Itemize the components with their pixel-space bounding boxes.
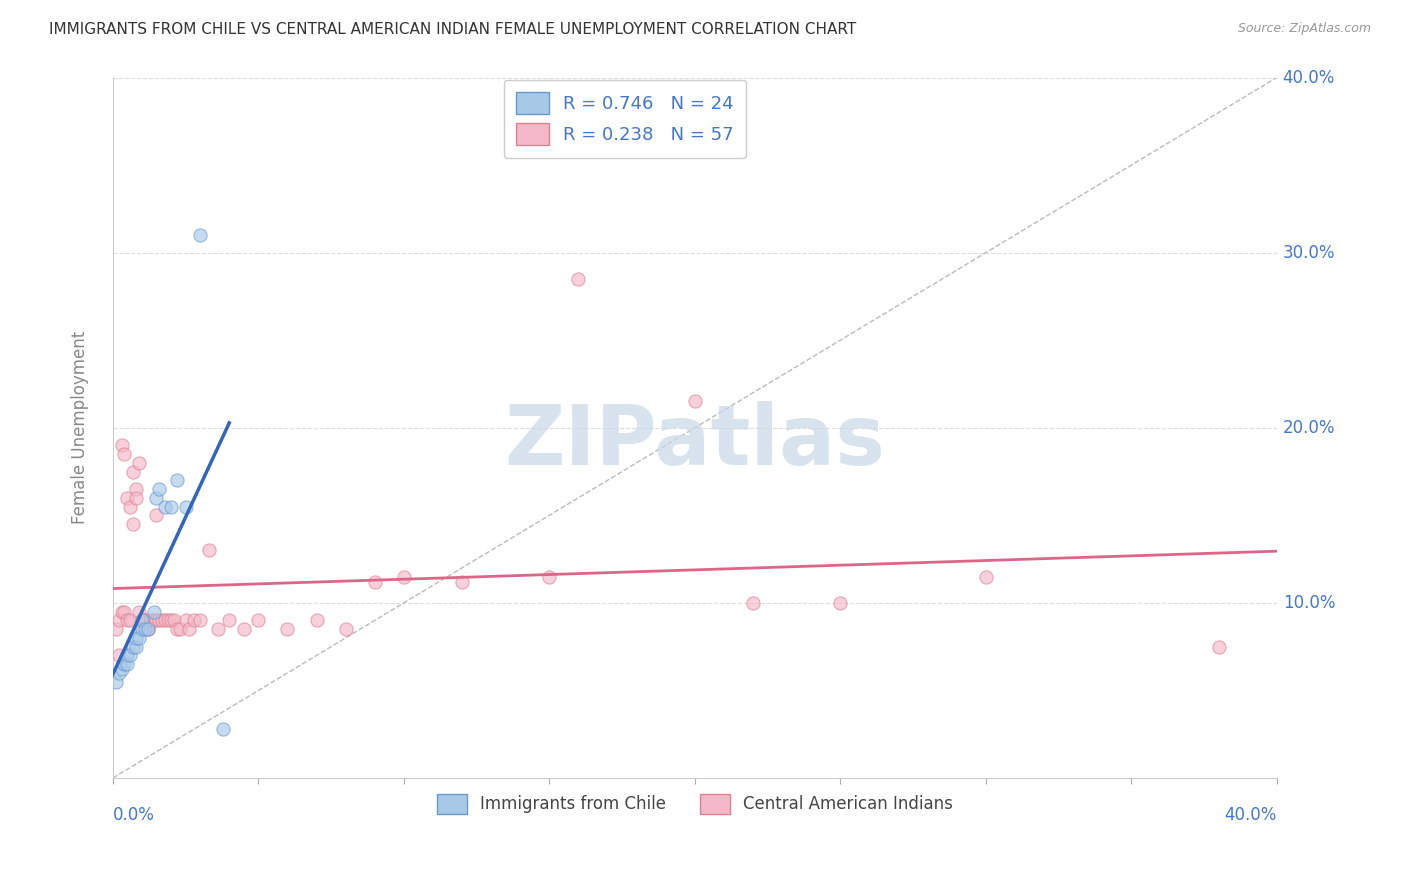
Point [134, 614, 156, 628]
Point [830, 596, 852, 610]
Point [247, 614, 270, 628]
Point [157, 614, 180, 628]
Point [392, 569, 415, 583]
Point [567, 272, 589, 286]
Point [114, 657, 136, 672]
Point [117, 491, 139, 505]
Point [183, 614, 205, 628]
Point [451, 574, 474, 589]
Point [198, 543, 221, 558]
Text: ZIPatlas: ZIPatlas [505, 401, 886, 483]
Point [110, 605, 132, 619]
Text: 40.0%: 40.0% [1282, 69, 1336, 87]
Point [145, 491, 167, 505]
Point [174, 614, 197, 628]
Text: 20.0%: 20.0% [1282, 418, 1336, 437]
Point [155, 500, 177, 514]
Text: Source: ZipAtlas.com: Source: ZipAtlas.com [1237, 22, 1371, 36]
Point [117, 614, 139, 628]
Point [136, 622, 159, 636]
Point [364, 574, 387, 589]
Point [136, 622, 159, 636]
Point [134, 622, 156, 636]
Point [538, 569, 561, 583]
Text: 30.0%: 30.0% [1282, 244, 1336, 261]
Text: 40.0%: 40.0% [1225, 806, 1277, 824]
Point [120, 614, 142, 628]
Point [166, 473, 188, 487]
Point [150, 614, 173, 628]
Point [131, 622, 153, 636]
Point [128, 631, 150, 645]
Point [120, 500, 142, 514]
Point [742, 596, 765, 610]
Point [122, 465, 145, 479]
Point [188, 228, 211, 243]
Point [148, 614, 170, 628]
Point [335, 622, 357, 636]
Point [232, 622, 254, 636]
Point [974, 569, 997, 583]
Text: 10.0%: 10.0% [1282, 594, 1336, 612]
Point [114, 605, 136, 619]
Point [117, 648, 139, 663]
Point [128, 456, 150, 470]
Point [104, 674, 127, 689]
Point [125, 640, 148, 654]
Point [160, 614, 183, 628]
Point [142, 605, 165, 619]
Point [107, 648, 129, 663]
Point [166, 622, 188, 636]
Point [148, 482, 170, 496]
Point [134, 614, 156, 628]
Y-axis label: Female Unemployment: Female Unemployment [72, 331, 89, 524]
Point [131, 622, 153, 636]
Point [207, 622, 229, 636]
Point [683, 394, 706, 409]
Point [155, 614, 177, 628]
Point [212, 722, 235, 736]
Point [160, 500, 183, 514]
Legend: Immigrants from Chile, Central American Indians: Immigrants from Chile, Central American … [429, 785, 962, 822]
Point [174, 500, 197, 514]
Point [114, 447, 136, 461]
Point [145, 614, 167, 628]
Point [131, 614, 153, 628]
Point [169, 622, 191, 636]
Point [139, 614, 162, 628]
Point [120, 648, 142, 663]
Point [104, 622, 127, 636]
Point [276, 622, 298, 636]
Point [125, 491, 148, 505]
Point [177, 622, 200, 636]
Point [110, 662, 132, 676]
Text: 0.0%: 0.0% [112, 806, 155, 824]
Point [128, 605, 150, 619]
Point [305, 614, 328, 628]
Point [188, 614, 211, 628]
Point [163, 614, 186, 628]
Point [107, 665, 129, 680]
Point [125, 482, 148, 496]
Point [107, 614, 129, 628]
Text: IMMIGRANTS FROM CHILE VS CENTRAL AMERICAN INDIAN FEMALE UNEMPLOYMENT CORRELATION: IMMIGRANTS FROM CHILE VS CENTRAL AMERICA… [49, 22, 856, 37]
Point [1208, 640, 1230, 654]
Point [122, 640, 145, 654]
Point [142, 614, 165, 628]
Point [122, 517, 145, 532]
Point [125, 631, 148, 645]
Point [145, 508, 167, 523]
Point [131, 614, 153, 628]
Point [110, 438, 132, 452]
Point [117, 657, 139, 672]
Point [218, 614, 240, 628]
Point [136, 622, 159, 636]
